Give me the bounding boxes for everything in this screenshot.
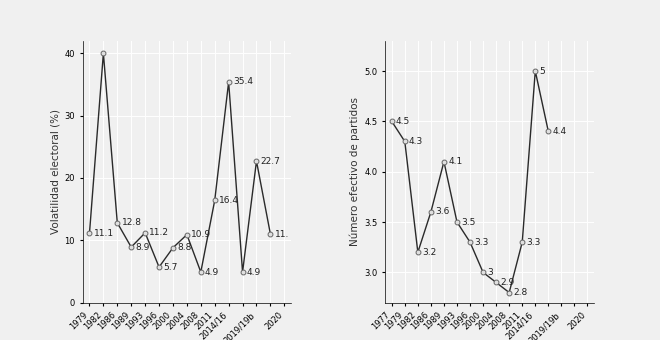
- Text: 11.: 11.: [275, 230, 289, 239]
- Text: 3: 3: [487, 268, 493, 277]
- Text: 4.4: 4.4: [552, 127, 567, 136]
- Text: 3.6: 3.6: [435, 207, 449, 217]
- Text: 35.4: 35.4: [233, 78, 253, 86]
- Text: 2.8: 2.8: [513, 288, 527, 297]
- Text: 4.9: 4.9: [247, 268, 261, 276]
- Text: 3.5: 3.5: [461, 218, 476, 226]
- Text: 3.3: 3.3: [474, 238, 488, 247]
- Text: 8.8: 8.8: [177, 243, 191, 252]
- Text: 10.9: 10.9: [191, 230, 211, 239]
- Text: 5.7: 5.7: [163, 262, 178, 272]
- Text: 11.1: 11.1: [94, 229, 114, 238]
- Text: 8.9: 8.9: [135, 243, 150, 252]
- Text: 4.3: 4.3: [409, 137, 423, 146]
- Text: 4.9: 4.9: [205, 268, 219, 276]
- Text: 4.1: 4.1: [448, 157, 463, 166]
- Y-axis label: Número efectivo de partidos: Número efectivo de partidos: [350, 97, 360, 246]
- Text: 12.8: 12.8: [121, 218, 141, 227]
- Text: 2.9: 2.9: [500, 278, 515, 287]
- Text: 3.2: 3.2: [422, 248, 436, 257]
- Text: 5: 5: [539, 67, 545, 75]
- Text: 4.5: 4.5: [396, 117, 410, 126]
- Text: 3.3: 3.3: [527, 238, 541, 247]
- Text: 22.7: 22.7: [261, 157, 280, 166]
- Text: 11.2: 11.2: [149, 228, 170, 237]
- Text: 16.4: 16.4: [219, 196, 239, 205]
- Y-axis label: Volatilidad electoral (%): Volatilidad electoral (%): [50, 109, 60, 234]
